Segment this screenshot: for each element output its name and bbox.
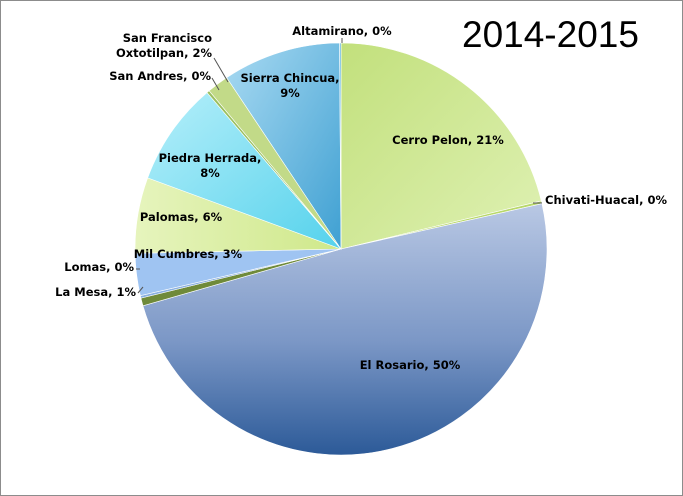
data-label-san-francisco-oxtotilpan: San Francisco Oxtotilpan, 2% [116, 31, 213, 60]
data-label-lomas: Lomas, 0% [64, 260, 134, 274]
data-label-sierra-chincua: Sierra Chincua, 9% [240, 71, 339, 100]
pie-slice-altamirano [339, 42, 342, 250]
chart-title: 2014-2015 [462, 14, 639, 55]
data-label-la-mesa: La Mesa, 1% [55, 285, 136, 299]
pie-slice-el-rosario [142, 203, 548, 456]
leader-line-la-mesa [137, 286, 144, 294]
data-label-palomas: Palomas, 6% [140, 210, 223, 224]
data-label-chivati-huacal: Chivati-Huacal, 0% [545, 193, 668, 207]
data-label-el-rosario: El Rosario, 50% [360, 358, 461, 372]
pie-slice-cerro-pelon [340, 42, 542, 250]
data-label-san-andres: San Andres, 0% [109, 69, 211, 83]
data-label-altamirano: Altamirano, 0% [292, 24, 392, 38]
data-label-mil-cumbres: Mil Cumbres, 3% [134, 247, 243, 261]
leader-line-san-andres [211, 77, 220, 91]
data-label-cerro-pelon: Cerro Pelon, 21% [392, 133, 504, 147]
leader-line-san-francisco-oxtotilpan [213, 57, 229, 83]
data-label-piedra-herrada: Piedra Herrada, 8% [159, 151, 262, 180]
pie-slice-piedra-herrada [147, 92, 342, 250]
pie-slice-sierra-chincua [226, 42, 342, 251]
